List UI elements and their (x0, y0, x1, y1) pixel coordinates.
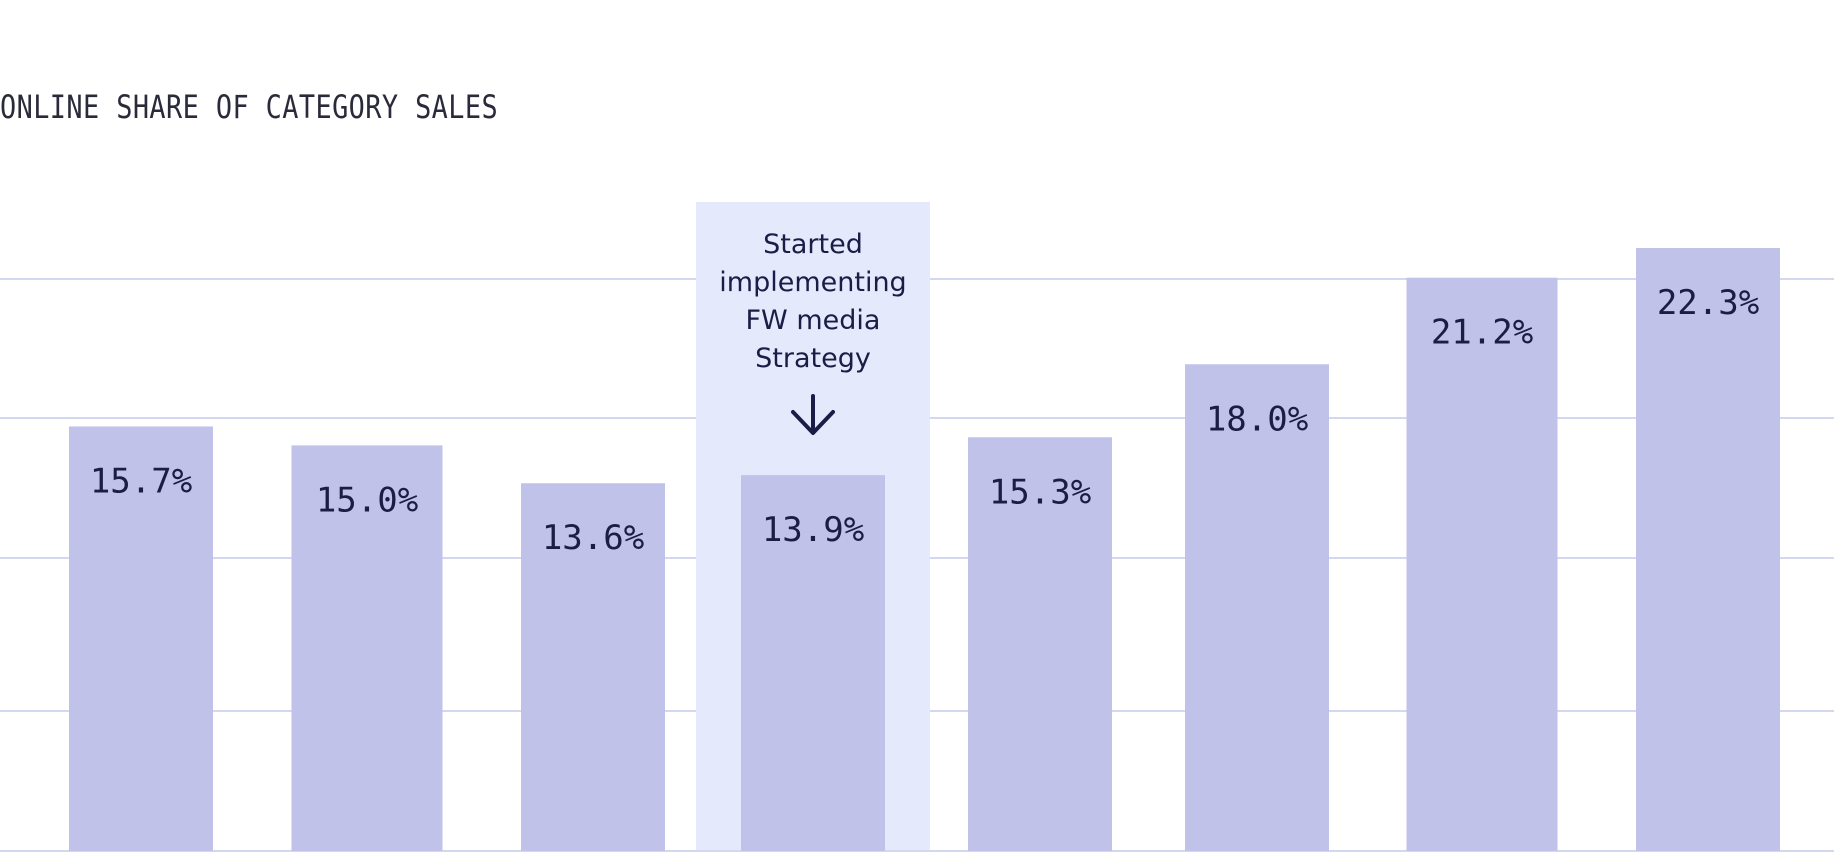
annotation-line: FW media (746, 305, 881, 336)
annotation-line: implementing (719, 267, 906, 298)
bar-value-label: 18.0% (1206, 399, 1308, 439)
bar (968, 437, 1112, 851)
bars-layer (69, 247, 1780, 852)
bar (1185, 364, 1329, 851)
labels-layer: 15.7% 15.0% 13.6% 13.9% 15.3% 18.0% 21.2% 22.3% (90, 283, 1759, 558)
bar-value-label: 22.3% (1657, 283, 1759, 323)
chart-title: ONLINE SHARE OF CATEGORY SALES (0, 88, 499, 126)
annotation-line: Strategy (755, 343, 871, 374)
bar-value-label: 15.7% (90, 461, 192, 501)
annotation-line: Started (763, 229, 863, 260)
bar-value-label: 15.3% (989, 472, 1091, 512)
bar (1636, 247, 1780, 852)
bar-value-label: 21.2% (1431, 313, 1533, 353)
bar-value-label: 13.6% (542, 518, 644, 558)
bar (69, 426, 213, 851)
bar (291, 445, 443, 851)
bar (741, 475, 885, 851)
annotation-layer: Started implementing FW media Strategy (719, 229, 907, 435)
bar (1406, 277, 1558, 851)
bar (521, 483, 665, 851)
bar-value-label: 13.9% (762, 510, 864, 550)
bar-value-label: 15.0% (316, 480, 418, 520)
arrow-down-icon (791, 394, 835, 435)
